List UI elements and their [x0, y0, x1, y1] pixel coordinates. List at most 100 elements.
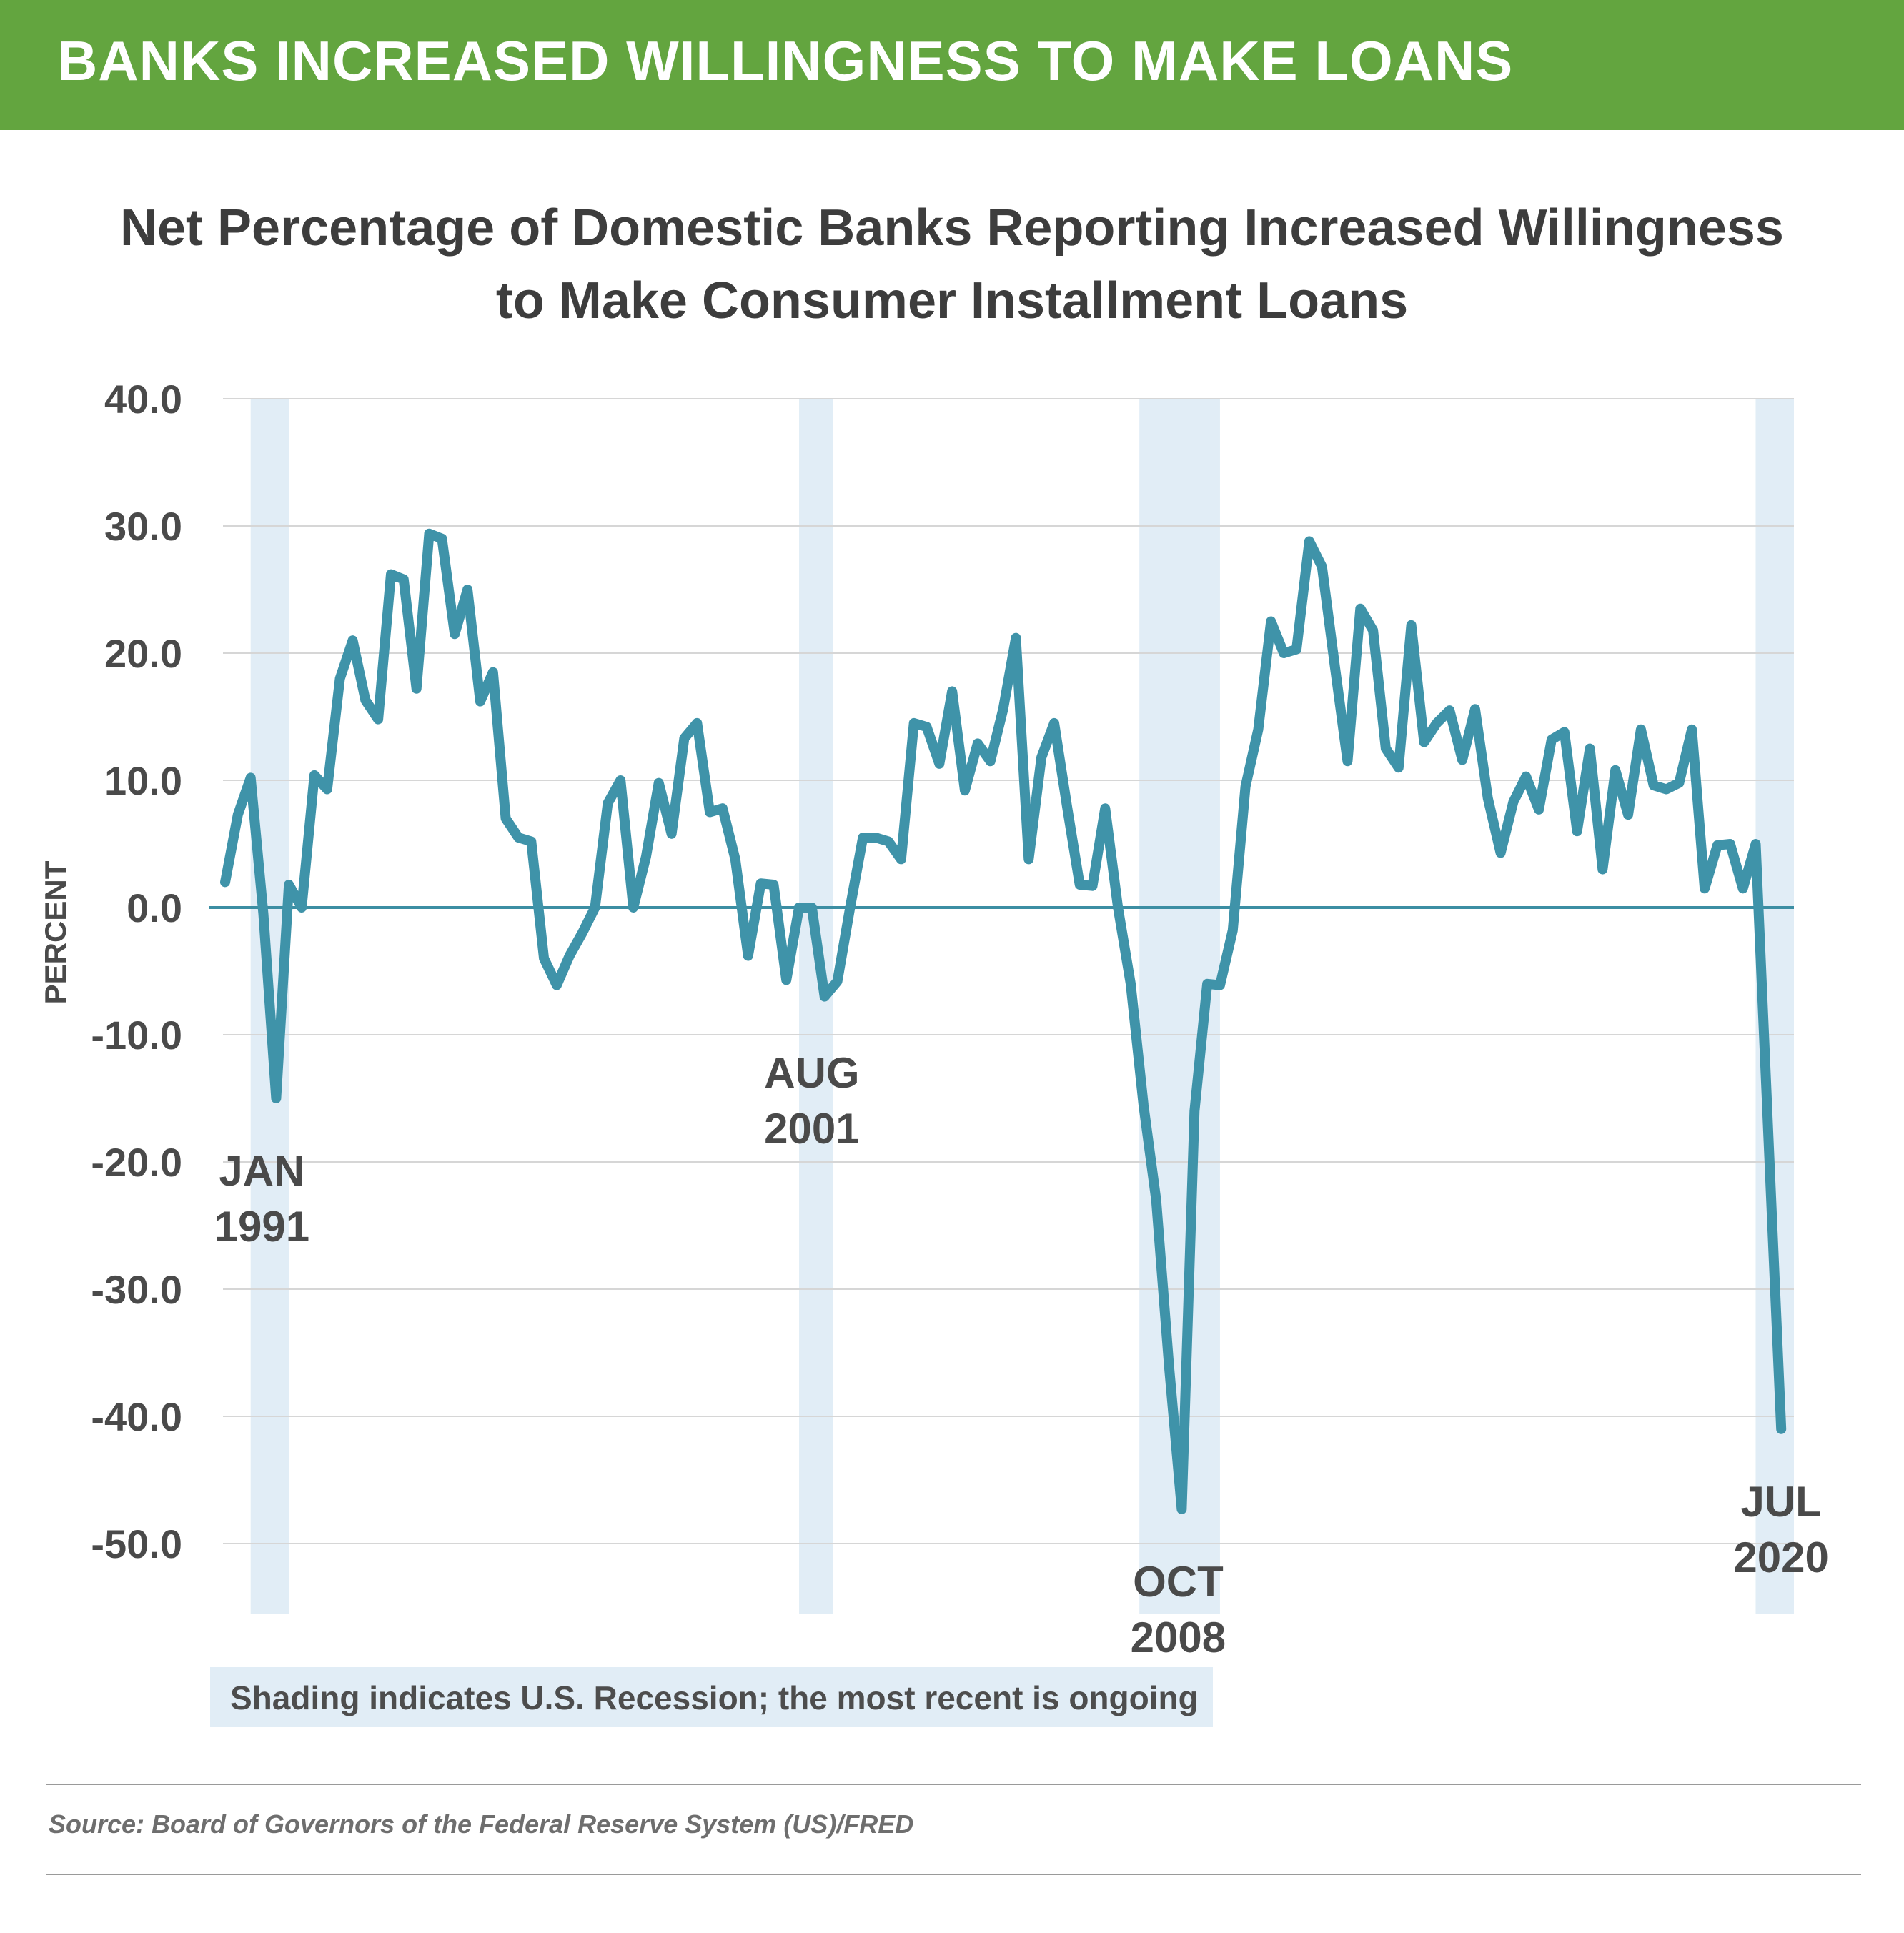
- data-point: [1496, 848, 1505, 858]
- data-point: [680, 734, 689, 743]
- data-point: [374, 715, 383, 724]
- data-point: [1190, 1106, 1199, 1115]
- line-chart: 40.0 30.0 20.0 10.0 0.0 -10.0 -20.0 -30.0 -40.0 -…: [39, 377, 1829, 1661]
- annotation-year: 2020: [1733, 1534, 1828, 1581]
- data-point: [1215, 980, 1224, 990]
- data-point: [1151, 1196, 1161, 1205]
- data-point: [399, 575, 408, 584]
- data-point: [1114, 903, 1123, 912]
- data-point: [425, 529, 434, 538]
- data-point: [463, 585, 472, 594]
- data-point: [284, 880, 294, 889]
- data-point: [807, 903, 816, 912]
- data-point: [514, 833, 523, 843]
- data-point: [973, 739, 982, 748]
- data-point: [233, 810, 242, 820]
- data-point: [1101, 804, 1110, 813]
- data-point: [1560, 727, 1569, 737]
- data-point: [1228, 926, 1237, 935]
- data-point: [948, 687, 957, 696]
- data-point: [846, 903, 855, 912]
- data-point: [1088, 881, 1097, 890]
- data-point: [795, 903, 804, 912]
- data-point: [1522, 772, 1531, 781]
- data-point: [935, 759, 944, 768]
- data-point: [756, 879, 765, 888]
- y-tick-label: -50.0: [91, 1521, 182, 1566]
- data-point: [986, 757, 995, 766]
- recession-legend: Shading indicates U.S. Recession; the mo…: [210, 1667, 1213, 1727]
- data-point: [1458, 755, 1467, 765]
- data-point: [1394, 763, 1403, 772]
- chart-title-line-2: to Make Consumer Installment Loans: [495, 272, 1409, 329]
- data-point: [1675, 778, 1684, 787]
- data-point: [961, 786, 970, 795]
- y-tick-label: 30.0: [104, 504, 182, 549]
- annotation-month: JAN: [219, 1147, 304, 1195]
- data-point: [348, 636, 357, 645]
- data-point: [896, 855, 906, 864]
- divider-top: [46, 1784, 1861, 1785]
- data-point: [1062, 801, 1071, 810]
- data-point: [1369, 625, 1378, 635]
- annotation-month: JUL: [1740, 1478, 1821, 1526]
- data-point: [616, 776, 625, 785]
- annotation-year: 1991: [214, 1203, 309, 1251]
- data-point: [782, 975, 791, 985]
- source-note: Source: Board of Governors of the Federa…: [49, 1809, 914, 1839]
- y-tick-label: 10.0: [104, 758, 182, 803]
- data-point: [1139, 1100, 1148, 1109]
- data-point: [565, 951, 574, 960]
- data-point: [1304, 537, 1314, 546]
- y-axis-label: PERCENT: [39, 860, 72, 1004]
- data-point: [1407, 620, 1416, 630]
- data-point: [386, 570, 395, 579]
- data-point: [1037, 752, 1046, 762]
- data-point: [361, 695, 370, 705]
- data-point: [1611, 765, 1620, 775]
- data-point: [488, 667, 497, 677]
- data-point: [1381, 744, 1390, 753]
- data-point: [998, 705, 1008, 714]
- series-line-1: [220, 528, 1787, 1514]
- gridlines: [223, 398, 1794, 1544]
- recession-band-2: [799, 399, 833, 1614]
- data-point: [629, 903, 638, 912]
- data-point: [1470, 705, 1479, 714]
- banner-title: BANKS INCREASED WILLINGNESS TO MAKE LOAN…: [57, 29, 1514, 92]
- annotation-year: 2001: [764, 1105, 859, 1153]
- data-point: [1266, 617, 1276, 626]
- data-point: [1075, 880, 1084, 889]
- data-point: [693, 718, 702, 727]
- data-point: [1662, 785, 1671, 794]
- series-layer: [220, 528, 1787, 1514]
- y-tick-label: 20.0: [104, 631, 182, 676]
- data-point: [1254, 725, 1263, 734]
- data-point: [1292, 645, 1301, 654]
- data-point: [1585, 744, 1595, 753]
- data-point: [1712, 840, 1722, 850]
- data-point: [743, 951, 753, 960]
- header-banner: BANKS INCREASED WILLINGNESS TO MAKE LOAN…: [0, 0, 1904, 130]
- data-point: [883, 837, 893, 846]
- data-point: [1330, 661, 1339, 670]
- data-point: [1317, 562, 1327, 571]
- divider-bottom: [46, 1874, 1861, 1875]
- data-point: [552, 980, 561, 990]
- data-point: [412, 684, 421, 693]
- data-point: [246, 773, 255, 782]
- data-point: [1624, 810, 1633, 820]
- data-point: [820, 992, 829, 1001]
- data-point: [297, 903, 307, 912]
- data-point: [577, 928, 587, 938]
- data-point: [1177, 1504, 1186, 1514]
- data-point: [1203, 979, 1212, 988]
- data-point: [718, 804, 727, 813]
- data-point: [858, 833, 868, 843]
- data-point: [1509, 797, 1518, 807]
- data-point: [1534, 805, 1544, 814]
- data-point: [1164, 1361, 1174, 1370]
- data-point: [450, 630, 460, 639]
- data-point: [1419, 737, 1429, 747]
- data-point: [769, 880, 778, 889]
